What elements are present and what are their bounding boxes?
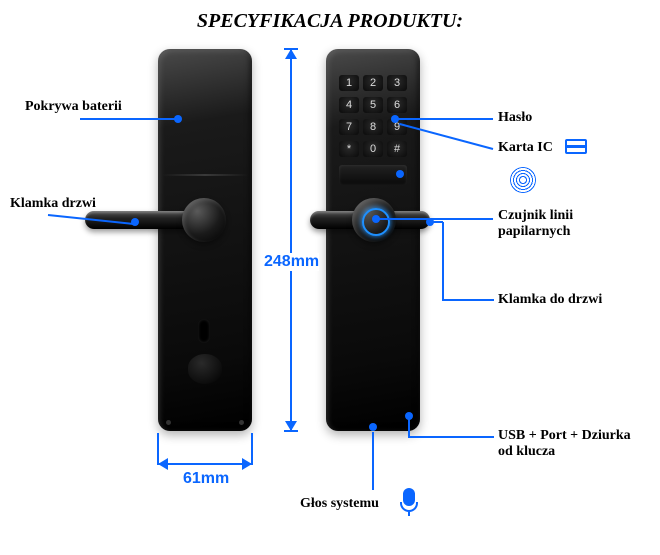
arrowhead-right bbox=[242, 458, 252, 470]
arrowhead-down bbox=[285, 421, 297, 431]
microphone-icon bbox=[400, 488, 418, 514]
arrowhead-left bbox=[158, 458, 168, 470]
keypad-key-6[interactable]: 6 bbox=[387, 97, 407, 113]
callout-line bbox=[408, 436, 494, 438]
keypad-key-8[interactable]: 8 bbox=[363, 119, 383, 135]
label-fingerprint-sensor: Czujnik liniipapilarnych bbox=[498, 208, 573, 240]
keypad-key-#[interactable]: # bbox=[387, 141, 407, 157]
handle-hub-left bbox=[182, 198, 226, 242]
arrowhead-up bbox=[285, 49, 297, 59]
thumbturn-depression bbox=[188, 354, 222, 384]
callout-dot bbox=[131, 218, 139, 226]
label-password: Hasło bbox=[498, 110, 532, 126]
keypad-key-2[interactable]: 2 bbox=[363, 75, 383, 91]
callout-dot bbox=[391, 115, 399, 123]
latch-slot bbox=[198, 319, 210, 343]
fingerprint-icon bbox=[510, 167, 536, 193]
callout-dot bbox=[396, 170, 404, 178]
callout-line bbox=[442, 222, 444, 299]
keypad-key-7[interactable]: 7 bbox=[339, 119, 359, 135]
callout-line bbox=[372, 432, 374, 490]
label-system-voice: Głos systemu bbox=[300, 496, 379, 512]
callout-line bbox=[442, 299, 494, 301]
label-text: Czujnik liniipapilarnych bbox=[498, 208, 573, 239]
label-ic-card: Karta IC bbox=[498, 140, 553, 156]
callout-dot bbox=[405, 412, 413, 420]
dimension-width-label: 61mm bbox=[183, 470, 229, 488]
callout-line bbox=[80, 118, 178, 120]
keypad-key-*[interactable]: * bbox=[339, 141, 359, 157]
screw-dot bbox=[166, 420, 171, 425]
page-title: SPECYFIKACJA PRODUKTU: bbox=[197, 10, 463, 33]
callout-dot bbox=[174, 115, 182, 123]
screw-dot bbox=[239, 420, 244, 425]
label-battery-cover: Pokrywa baterii bbox=[25, 99, 122, 115]
keypad-key-1[interactable]: 1 bbox=[339, 75, 359, 91]
label-usb-port-keyhole: USB + Port + Dziurka od klucza bbox=[498, 428, 648, 460]
keypad-key-4[interactable]: 4 bbox=[339, 97, 359, 113]
battery-cover-seam bbox=[162, 174, 248, 176]
callout-line bbox=[395, 118, 493, 120]
keypad-key-3[interactable]: 3 bbox=[387, 75, 407, 91]
label-door-handle-right: Klamka do drzwi bbox=[498, 292, 602, 308]
card-icon bbox=[565, 139, 587, 154]
callout-dot bbox=[369, 423, 377, 431]
callout-line bbox=[395, 218, 493, 220]
dimension-height-label: 248mm bbox=[264, 253, 319, 271]
callout-line bbox=[430, 221, 443, 223]
keypad-key-5[interactable]: 5 bbox=[363, 97, 383, 113]
label-door-handle-left: Klamka drzwi bbox=[10, 196, 96, 212]
callout-line bbox=[376, 218, 396, 220]
keypad-key-0[interactable]: 0 bbox=[363, 141, 383, 157]
dimension-width-line bbox=[158, 463, 252, 465]
dimension-height-line bbox=[290, 49, 292, 431]
